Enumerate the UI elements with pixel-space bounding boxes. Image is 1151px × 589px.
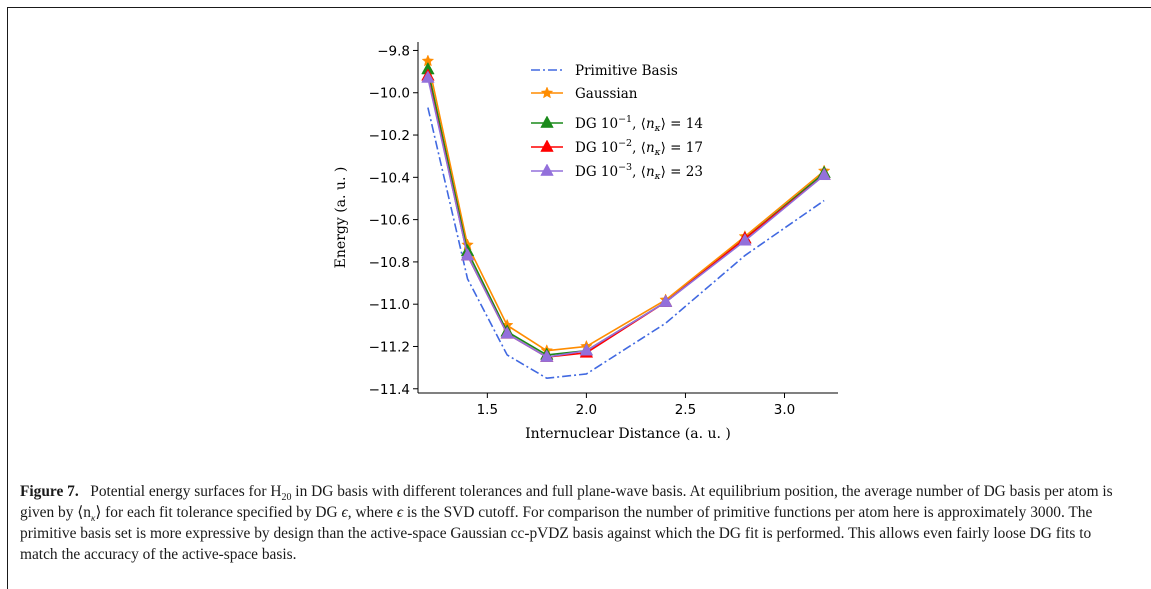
chart-legend: Primitive Basis Gaussian DG 10−1, ⟨nκ⟩ = 1… <box>531 63 703 182</box>
series-line-dg-10-n-23 <box>427 77 825 358</box>
data-point-dg-10-n-23 <box>500 326 514 339</box>
data-point-dg-10-n-23 <box>460 248 475 261</box>
series-primitive-basis <box>427 107 825 380</box>
caption-text-5: is the SVD cutoff. For comparison the nu… <box>20 504 1093 563</box>
x-tick-label: 2.5 <box>675 402 696 418</box>
caption-epsilon-1: ϵ <box>341 504 348 521</box>
y-tick-label: −11.0 <box>369 297 410 313</box>
data-point-dg-10-n-23 <box>421 70 435 83</box>
caption-sub-kappa: κ <box>90 513 96 524</box>
y-tick-label: −10.4 <box>369 170 410 186</box>
x-tick-label: 3.0 <box>774 402 795 418</box>
series-dg-10-n-17 <box>421 68 831 362</box>
y-axis-label: Energy (a. u. ) <box>333 167 349 269</box>
x-tick-label: 2.0 <box>576 402 597 418</box>
chart-axes: −9.8 −10.0 −10.2 −10.4 −10.6 −10.8 −11.0 −11.2 −… <box>333 42 838 442</box>
frame-left-border <box>7 7 8 589</box>
series-line-primitive-basis <box>427 107 825 380</box>
energy-chart: −9.8 −10.0 −10.2 −10.4 −10.6 −10.8 −11.0 −11.2 −… <box>333 42 838 442</box>
legend-label-gaussian: Gaussian <box>575 86 638 102</box>
caption-text-1: Potential energy surfaces for H <box>90 483 282 500</box>
x-axis-label: Internuclear Distance (a. u. ) <box>525 426 731 442</box>
caption-sub-h20: 20 <box>281 492 292 504</box>
y-tick-label: −10.8 <box>369 255 410 271</box>
caption-text-2: in DG basis with different tolerances an… <box>20 483 1113 521</box>
series-line-dg-10-n-14 <box>427 69 825 356</box>
legend-marker-dg-10-n-14 <box>540 115 554 128</box>
legend-marker-dg-10-n-23 <box>540 163 554 176</box>
figure-label: Figure 7. <box>20 483 79 500</box>
caption-text-3: ⟩ for each fit tolerance specified by DG <box>95 504 342 521</box>
data-point-dg-10-n-23 <box>738 233 752 246</box>
y-tick-label: −11.4 <box>369 382 410 398</box>
series-dg-10-n-23 <box>421 70 831 362</box>
caption-text-4: , where <box>347 504 397 521</box>
frame-top-border <box>7 7 1151 8</box>
caption-epsilon-2: ϵ <box>396 504 404 521</box>
legend-marker-gaussian <box>540 86 554 99</box>
data-point-dg-10-n-23 <box>817 167 831 181</box>
legend-label-dg-10-n-23: DG 10−3, ⟨nκ⟩ = 23 <box>575 162 703 182</box>
legend-label-dg-10-n-17: DG 10−2, ⟨nκ⟩ = 17 <box>575 138 703 158</box>
data-point-dg-10-n-23 <box>658 294 673 307</box>
legend-marker-dg-10-n-17 <box>540 139 554 152</box>
y-tick-label: −11.2 <box>369 339 410 355</box>
y-tick-label: −10.0 <box>369 86 410 102</box>
data-point-dg-10-n-23 <box>579 343 594 356</box>
y-tick-label: −9.8 <box>377 43 410 59</box>
y-tick-label: −10.6 <box>369 213 410 229</box>
chart-series <box>421 54 831 380</box>
y-tick-label: −10.2 <box>369 128 410 144</box>
legend-label-primitive-basis: Primitive Basis <box>575 63 678 79</box>
x-tick-label: 1.5 <box>477 402 498 418</box>
figure-caption: Figure 7. Potential energy surfaces for … <box>20 481 1132 565</box>
series-line-gaussian <box>427 60 825 352</box>
data-point-dg-10-n-23 <box>540 349 554 362</box>
legend-label-dg-10-n-14: DG 10−1, ⟨nκ⟩ = 14 <box>575 114 703 134</box>
series-dg-10-n-14 <box>421 61 831 360</box>
